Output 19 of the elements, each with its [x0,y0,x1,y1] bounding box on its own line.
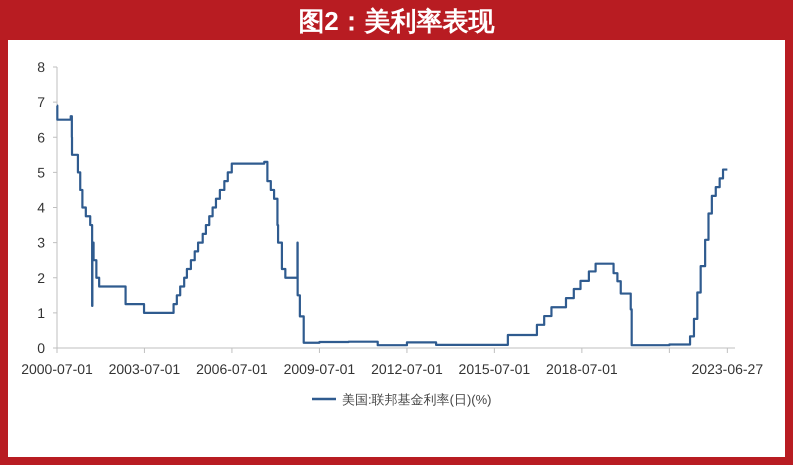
y-tick-label: 4 [37,200,46,216]
legend-label: 美国:联邦基金利率(日)(%) [342,392,492,407]
x-tick-label: 2015-07-01 [458,361,530,377]
y-tick-label: 2 [37,270,46,286]
chart-title: 图2：美利率表现 [298,6,496,36]
x-tick-label: 2018-07-01 [546,361,618,377]
y-tick-label: 1 [37,304,46,321]
x-tick-label: 2000-07-01 [21,361,94,377]
x-tick-label: 2009-07-01 [284,361,356,377]
y-tick-label: 5 [37,164,46,180]
x-tick-label: 2012-07-01 [371,361,443,377]
x-tick-label: 2023-06-27 [692,361,764,377]
y-tick-label: 8 [37,59,46,75]
x-tick-label: 2003-07-01 [108,361,180,377]
y-tick-label: 3 [37,234,46,251]
y-tick-label: 6 [37,129,46,146]
y-tick-label: 0 [37,340,46,356]
y-tick-label: 7 [37,94,46,110]
x-tick-label: 2006-07-01 [196,361,268,377]
